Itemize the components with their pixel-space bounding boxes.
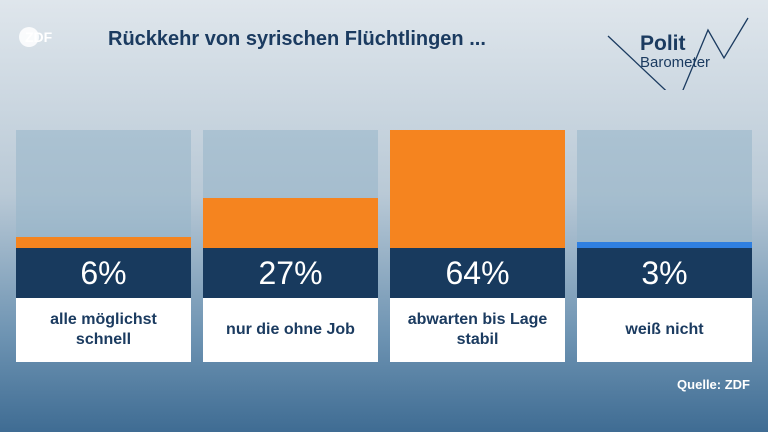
bar-track (390, 130, 565, 248)
politbarometer-line-icon (607, 17, 749, 90)
bar-panel: 3% weiß nicht (577, 130, 752, 362)
bar-track (577, 130, 752, 248)
bar-track (16, 130, 191, 248)
category-label: nur die ohne Job (203, 298, 378, 362)
data-label: 6% (16, 248, 191, 298)
bar (16, 237, 191, 248)
bar-panel: 27% nur die ohne Job (203, 130, 378, 362)
bar (577, 242, 752, 248)
zdf-logo: ZDF (18, 26, 80, 48)
bar (390, 130, 565, 248)
brand-word-polit: Polit (640, 32, 686, 55)
category-label: alle möglichst schnell (16, 298, 191, 362)
bar (203, 198, 378, 248)
data-label: 64% (390, 248, 565, 298)
brand-word-barometer: Barometer (640, 54, 711, 71)
bar-track (203, 130, 378, 248)
data-label: 27% (203, 248, 378, 298)
chart-title: Rückkehr von syrischen Flüchtlingen ... (108, 28, 486, 50)
category-label: weiß nicht (577, 298, 752, 362)
category-label: abwarten bis Lage stabil (390, 298, 565, 362)
bar-panel: 64% abwarten bis Lage stabil (390, 130, 565, 362)
politbarometer-logo: Polit Barometer (600, 14, 756, 90)
zdf-logo-graphic: ZDF (19, 27, 53, 47)
bar-panel: 6% alle möglichst schnell (16, 130, 191, 362)
data-label: 3% (577, 248, 752, 298)
zdf-logo-text: ZDF (25, 29, 53, 45)
source-note: Quelle: ZDF (677, 377, 750, 392)
